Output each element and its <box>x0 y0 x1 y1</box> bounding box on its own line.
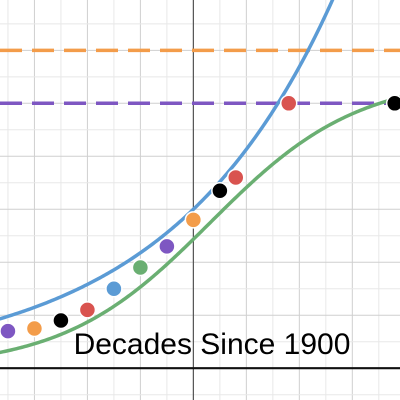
data-point <box>279 94 298 113</box>
data-point <box>0 322 17 340</box>
data-point <box>78 301 97 319</box>
data-point <box>105 279 123 298</box>
data-point <box>52 311 70 330</box>
data-point <box>184 211 203 229</box>
fitted-curves <box>0 0 400 355</box>
data-point <box>25 319 44 338</box>
data-point <box>385 94 400 113</box>
data-points <box>0 94 400 340</box>
logistic-curve <box>0 95 400 355</box>
x-axis-label: Decades Since 1900 <box>74 328 351 361</box>
reference-lines <box>0 48 400 106</box>
data-point <box>131 258 150 277</box>
exponential-curve <box>0 0 335 321</box>
data-point <box>227 168 245 187</box>
data-point <box>211 181 229 200</box>
data-point <box>158 237 176 256</box>
